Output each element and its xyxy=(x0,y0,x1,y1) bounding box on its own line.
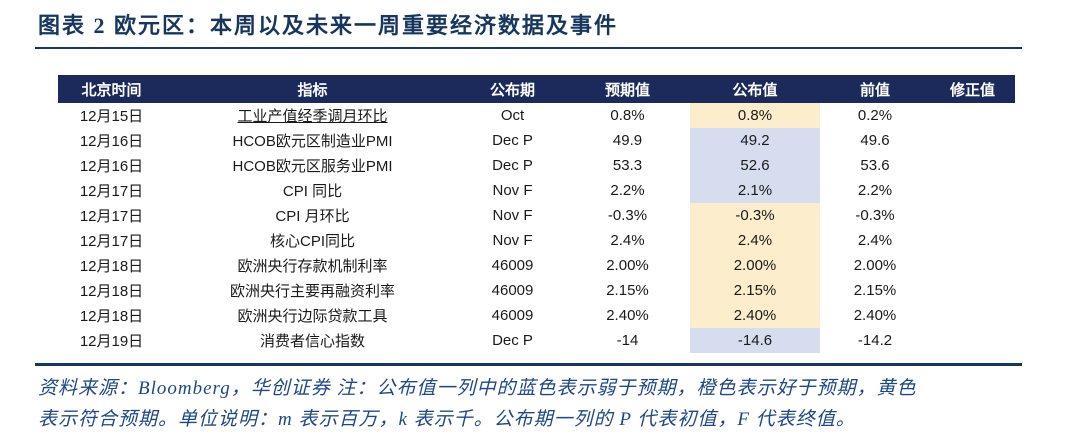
column-header-release-period: 公布期 xyxy=(460,75,565,103)
cell-beijing-time: 12月16日 xyxy=(79,133,144,150)
column-header-indicator: 指标 xyxy=(165,75,460,103)
cell-previous-value: 2.4% xyxy=(857,232,893,249)
cell-indicator: HCOB欧元区服务业PMI xyxy=(232,158,393,175)
cell-actual-value: 2.00% xyxy=(690,253,820,278)
cell-indicator: CPI 同比 xyxy=(282,183,343,200)
cell-expected-value: 2.15% xyxy=(606,282,649,299)
cell-indicator: 欧洲央行边际贷款工具 xyxy=(237,308,388,325)
table-row: 12月19日 消费者信心指数 Dec P -14 -14.6 -14.2 xyxy=(58,328,1015,353)
cell-actual-value: 2.4% xyxy=(690,228,820,253)
cell-beijing-time: 12月19日 xyxy=(79,333,144,350)
cell-revised-value xyxy=(930,203,1015,228)
cell-beijing-time: 12月15日 xyxy=(79,108,144,125)
cell-revised-value xyxy=(930,128,1015,153)
cell-beijing-time: 12月17日 xyxy=(79,208,144,225)
cell-release-period: Dec P xyxy=(492,157,533,174)
cell-beijing-time: 12月17日 xyxy=(79,233,144,250)
cell-indicator: 核心CPI同比 xyxy=(269,233,355,250)
cell-previous-value: 2.00% xyxy=(853,257,897,274)
cell-expected-value: -0.3% xyxy=(607,207,648,224)
cell-indicator: 工业产值经季调月环比 xyxy=(237,108,388,125)
source-note-line2: 表示符合预期。单位说明：m 表示百万，k 表示千。公布期一列的 P 代表初值，F… xyxy=(38,409,856,430)
cell-beijing-time: 12月18日 xyxy=(79,258,144,275)
cell-expected-value: -14 xyxy=(616,332,639,349)
cell-expected-value: 2.00% xyxy=(606,257,649,274)
economic-data-table-container: 北京时间 指标 公布期 预期值 公布值 前值 修正值 12月15日 工业产值经季调… xyxy=(58,75,1015,353)
cell-actual-value: 49.2 xyxy=(690,128,820,153)
figure-title: 图表 2 欧元区：本周以及未来一周重要经济数据及事件 xyxy=(38,13,619,38)
cell-previous-value: 2.15% xyxy=(853,282,897,299)
cell-expected-value: 2.4% xyxy=(610,232,645,249)
cell-expected-value: 2.40% xyxy=(606,307,649,324)
table-row: 12月18日 欧洲央行边际贷款工具 46009 2.40% 2.40% 2.40% xyxy=(58,303,1015,328)
cell-release-period: Nov F xyxy=(492,182,533,199)
cell-previous-value: 2.2% xyxy=(857,182,893,199)
table-row: 12月16日 HCOB欧元区制造业PMI Dec P 49.9 49.2 49.6 xyxy=(58,128,1015,153)
cell-indicator: 消费者信心指数 xyxy=(259,333,365,350)
table-row: 12月17日 CPI 月环比 Nov F -0.3% -0.3% -0.3% xyxy=(58,203,1015,228)
table-row: 12月18日 欧洲央行存款机制利率 46009 2.00% 2.00% 2.00% xyxy=(58,253,1015,278)
cell-revised-value xyxy=(930,228,1015,253)
cell-release-period: Nov F xyxy=(492,232,533,249)
cell-expected-value: 53.3 xyxy=(612,157,643,174)
cell-beijing-time: 12月18日 xyxy=(79,283,144,300)
cell-revised-value xyxy=(930,253,1015,278)
cell-revised-value xyxy=(930,303,1015,328)
cell-revised-value xyxy=(930,178,1015,203)
table-row: 12月18日 欧洲央行主要再融资利率 46009 2.15% 2.15% 2.15% xyxy=(58,278,1015,303)
cell-beijing-time: 12月16日 xyxy=(79,158,144,175)
cell-actual-value: -14.6 xyxy=(690,328,820,353)
title-divider-rule xyxy=(35,47,1022,49)
table-row: 12月17日 CPI 同比 Nov F 2.2% 2.1% 2.2% xyxy=(58,178,1015,203)
cell-actual-value: 0.8% xyxy=(690,103,820,128)
column-header-revised-value: 修正值 xyxy=(930,75,1015,103)
cell-previous-value: 2.40% xyxy=(853,307,897,324)
cell-expected-value: 0.8% xyxy=(610,107,645,124)
cell-indicator: 欧洲央行主要再融资利率 xyxy=(229,283,395,300)
cell-beijing-time: 12月17日 xyxy=(79,183,144,200)
cell-release-period: Dec P xyxy=(492,132,533,149)
cell-release-period: 46009 xyxy=(491,257,534,274)
cell-previous-value: 49.6 xyxy=(860,132,890,149)
cell-expected-value: 49.9 xyxy=(612,132,643,149)
cell-previous-value: 0.2% xyxy=(857,107,893,124)
cell-indicator: 欧洲央行存款机制利率 xyxy=(237,258,388,275)
cell-previous-value: -14.2 xyxy=(857,332,893,349)
column-header-expected-value: 预期值 xyxy=(565,75,690,103)
source-note-line1: 资料来源：Bloomberg，华创证券 注：公布值一列中的蓝色表示弱于预期，橙色… xyxy=(38,378,917,399)
column-header-beijing-time: 北京时间 xyxy=(58,75,165,103)
cell-revised-value xyxy=(930,328,1015,353)
cell-actual-value: -0.3% xyxy=(690,203,820,228)
cell-release-period: Nov F xyxy=(492,207,533,224)
table-body: 12月15日 工业产值经季调月环比 Oct 0.8% 0.8% 0.2% 12月16日 HCO… xyxy=(58,103,1015,353)
cell-previous-value: 53.6 xyxy=(860,157,890,174)
cell-revised-value xyxy=(930,153,1015,178)
column-header-previous-value: 前值 xyxy=(820,75,930,103)
table-row: 12月17日 核心CPI同比 Nov F 2.4% 2.4% 2.4% xyxy=(58,228,1015,253)
table-row: 12月15日 工业产值经季调月环比 Oct 0.8% 0.8% 0.2% xyxy=(58,103,1015,128)
cell-release-period: Oct xyxy=(500,107,525,124)
cell-release-period: 46009 xyxy=(491,282,534,299)
column-header-actual-value: 公布值 xyxy=(690,75,820,103)
cell-previous-value: -0.3% xyxy=(855,207,895,224)
cell-revised-value xyxy=(930,278,1015,303)
cell-actual-value: 2.15% xyxy=(690,278,820,303)
cell-indicator: HCOB欧元区制造业PMI xyxy=(232,133,393,150)
cell-indicator: CPI 月环比 xyxy=(275,208,350,225)
table-row: 12月16日 HCOB欧元区服务业PMI Dec P 53.3 52.6 53.6 xyxy=(58,153,1015,178)
economic-data-table: 北京时间 指标 公布期 预期值 公布值 前值 修正值 12月15日 工业产值经季调… xyxy=(58,75,1015,353)
cell-release-period: Dec P xyxy=(492,332,533,349)
cell-revised-value xyxy=(930,103,1015,128)
cell-release-period: 46009 xyxy=(491,307,534,324)
cell-expected-value: 2.2% xyxy=(610,182,645,199)
cell-actual-value: 2.1% xyxy=(690,178,820,203)
cell-actual-value: 52.6 xyxy=(690,153,820,178)
table-header-row: 北京时间 指标 公布期 预期值 公布值 前值 修正值 xyxy=(58,75,1015,103)
cell-actual-value: 2.40% xyxy=(690,303,820,328)
table-bottom-rule xyxy=(35,363,1022,366)
cell-beijing-time: 12月18日 xyxy=(79,308,144,325)
